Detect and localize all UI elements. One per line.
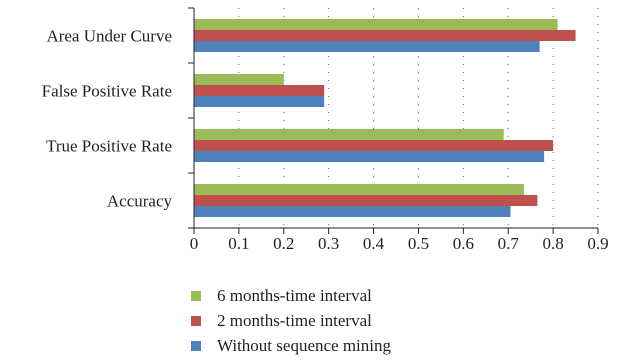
- bar: [194, 74, 284, 85]
- x-tick-label: 0.2: [273, 234, 294, 253]
- x-tick-label: 0.9: [587, 234, 608, 253]
- x-tick-label: 0.5: [408, 234, 429, 253]
- bar: [194, 85, 325, 96]
- category-label: True Positive Rate: [46, 137, 172, 156]
- bar: [194, 184, 524, 195]
- bar: [194, 41, 540, 52]
- x-tick-label: 0.4: [363, 234, 385, 253]
- legend-label: Without sequence mining: [217, 336, 392, 355]
- bar-chart: Area Under Curve False Positive Rate True …: [42, 7, 609, 253]
- legend-swatch: [191, 290, 201, 301]
- legend-swatch: [191, 340, 201, 351]
- x-tick-label: 0.7: [498, 234, 520, 253]
- legend-item: 6 months-time interval: [191, 283, 391, 308]
- legend-item: Without sequence mining: [191, 333, 391, 358]
- bar: [194, 30, 576, 41]
- bar: [194, 151, 545, 162]
- bar: [194, 129, 504, 140]
- legend-label: 6 months-time interval: [217, 286, 372, 305]
- bar: [194, 195, 538, 206]
- chart-legend: 6 months-time interval 2 months-time inte…: [191, 283, 391, 358]
- legend-label: 2 months-time interval: [217, 311, 372, 330]
- category-label: Accuracy: [107, 192, 173, 211]
- bar: [194, 19, 558, 30]
- x-tick-label: 0.6: [453, 234, 474, 253]
- category-label: Area Under Curve: [46, 27, 172, 46]
- x-tick-label: 0.8: [542, 234, 563, 253]
- x-tick-label: 0.3: [318, 234, 339, 253]
- x-tick-label: 0: [190, 234, 199, 253]
- bar: [194, 140, 554, 151]
- bar: [194, 96, 325, 107]
- category-label: False Positive Rate: [42, 82, 172, 101]
- legend-swatch: [191, 315, 201, 326]
- x-tick-label: 0.1: [228, 234, 249, 253]
- legend-item: 2 months-time interval: [191, 308, 391, 333]
- bar: [194, 206, 511, 217]
